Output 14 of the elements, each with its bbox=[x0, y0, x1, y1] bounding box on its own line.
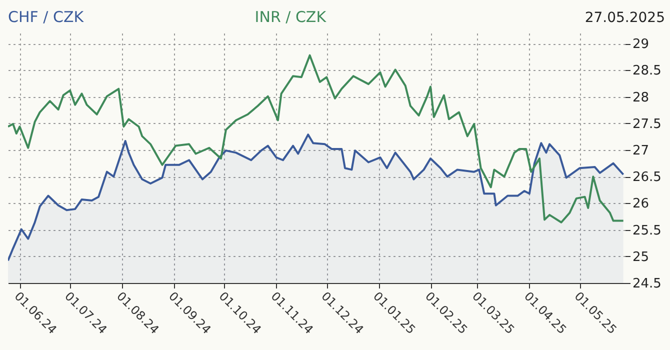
y-tick-label: 24.5 bbox=[632, 276, 662, 292]
y-tick-label: 27 bbox=[632, 144, 650, 159]
y-tick-label: 26.5 bbox=[632, 170, 662, 186]
y-tick-label: 27.5 bbox=[632, 116, 662, 132]
y-tick-label: 28.5 bbox=[632, 64, 662, 79]
text: INR / CZK bbox=[254, 8, 328, 26]
y-tick-label: 28 bbox=[632, 90, 650, 106]
y-tick-label: 26 bbox=[632, 196, 650, 212]
y-tick-label: 25.5 bbox=[632, 223, 662, 238]
text: 27.05.2025 bbox=[584, 10, 665, 26]
y-tick-label: 25 bbox=[632, 250, 650, 265]
y-tick-label: 29 bbox=[632, 37, 650, 52]
line-series bbox=[8, 54, 624, 224]
text: CHF / CZK bbox=[8, 8, 85, 26]
